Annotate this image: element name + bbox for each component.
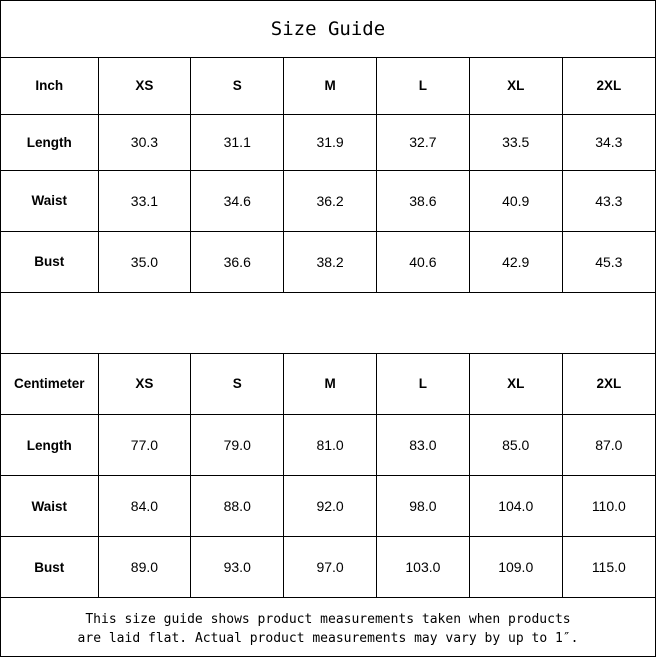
measurement-value: 31.9: [283, 113, 377, 171]
measurement-value: 42.9: [468, 230, 563, 293]
measurement-value: 110.0: [561, 475, 655, 537]
measurement-value: 89.0: [97, 536, 192, 598]
header-row: Centimeter XS S M L XL 2XL: [1, 353, 655, 415]
table-spacer: [1, 293, 655, 354]
measurement-value: 38.6: [375, 169, 470, 232]
size-header: S: [190, 58, 285, 115]
size-header: 2XL: [561, 353, 655, 415]
measurement-note: This size guide shows product measuremen…: [1, 598, 655, 659]
size-header: XL: [468, 353, 563, 415]
measurement-value: 36.2: [283, 169, 377, 232]
measurement-value: 98.0: [375, 475, 470, 537]
measurement-value: 103.0: [375, 536, 470, 598]
size-header: S: [190, 353, 285, 415]
measurement-value: 36.6: [190, 230, 285, 293]
size-header: M: [283, 58, 377, 115]
measurement-value: 85.0: [468, 414, 563, 476]
measurement-value: 30.3: [97, 113, 192, 171]
measurement-value: 109.0: [468, 536, 563, 598]
measurement-value: 79.0: [190, 414, 285, 476]
measurement-value: 40.9: [468, 169, 563, 232]
note-line-2: are laid flat. Actual product measuremen…: [77, 630, 579, 646]
measurement-value: 104.0: [468, 475, 563, 537]
header-row: Inch XS S M L XL 2XL: [1, 58, 655, 115]
size-header: L: [375, 353, 470, 415]
measurement-label: Bust: [1, 230, 99, 293]
measurement-value: 88.0: [190, 475, 285, 537]
measurement-value: 115.0: [561, 536, 655, 598]
table-row: Waist 84.0 88.0 92.0 98.0 104.0 110.0: [1, 475, 655, 537]
unit-label: Centimeter: [1, 353, 99, 415]
measurement-value: 84.0: [97, 475, 192, 537]
measurement-value: 81.0: [283, 414, 377, 476]
inch-size-table: Inch XS S M L XL 2XL Length 30.3 31.1 31.9 32.7 33.5…: [1, 58, 655, 293]
table-row: Length 30.3 31.1 31.9 32.7 33.5 34.3: [1, 113, 655, 171]
measurement-value: 92.0: [283, 475, 377, 537]
size-header: XL: [468, 58, 563, 115]
table-row: Bust 35.0 36.6 38.2 40.6 42.9 45.3: [1, 230, 655, 293]
measurement-label: Waist: [1, 169, 99, 232]
size-header: XS: [97, 58, 192, 115]
measurement-label: Waist: [1, 475, 99, 537]
size-header: M: [283, 353, 377, 415]
size-header: 2XL: [561, 58, 655, 115]
measurement-value: 77.0: [97, 414, 192, 476]
measurement-value: 33.1: [97, 169, 192, 232]
measurement-value: 97.0: [283, 536, 377, 598]
measurement-value: 40.6: [375, 230, 470, 293]
table-row: Waist 33.1 34.6 36.2 38.6 40.9 43.3: [1, 169, 655, 232]
note-line-1: This size guide shows product measuremen…: [85, 611, 571, 627]
measurement-value: 31.1: [190, 113, 285, 171]
measurement-value: 33.5: [468, 113, 563, 171]
measurement-label: Length: [1, 414, 99, 476]
measurement-label: Bust: [1, 536, 99, 598]
measurement-value: 93.0: [190, 536, 285, 598]
unit-label: Inch: [1, 58, 99, 115]
measurement-value: 87.0: [561, 414, 655, 476]
size-header: XS: [97, 353, 192, 415]
measurement-value: 38.2: [283, 230, 377, 293]
measurement-value: 32.7: [375, 113, 470, 171]
measurement-value: 34.3: [561, 113, 655, 171]
table-row: Length 77.0 79.0 81.0 83.0 85.0 87.0: [1, 414, 655, 476]
measurement-label: Length: [1, 113, 99, 171]
measurement-value: 45.3: [561, 230, 655, 293]
table-row: Bust 89.0 93.0 97.0 103.0 109.0 115.0: [1, 536, 655, 598]
measurement-value: 43.3: [561, 169, 655, 232]
measurement-value: 34.6: [190, 169, 285, 232]
centimeter-size-table: Centimeter XS S M L XL 2XL Length 77.0 79.0 81.0 83…: [1, 353, 655, 598]
measurement-value: 35.0: [97, 230, 192, 293]
size-header: L: [375, 58, 470, 115]
measurement-value: 83.0: [375, 414, 470, 476]
page-title: Size Guide: [1, 1, 655, 58]
